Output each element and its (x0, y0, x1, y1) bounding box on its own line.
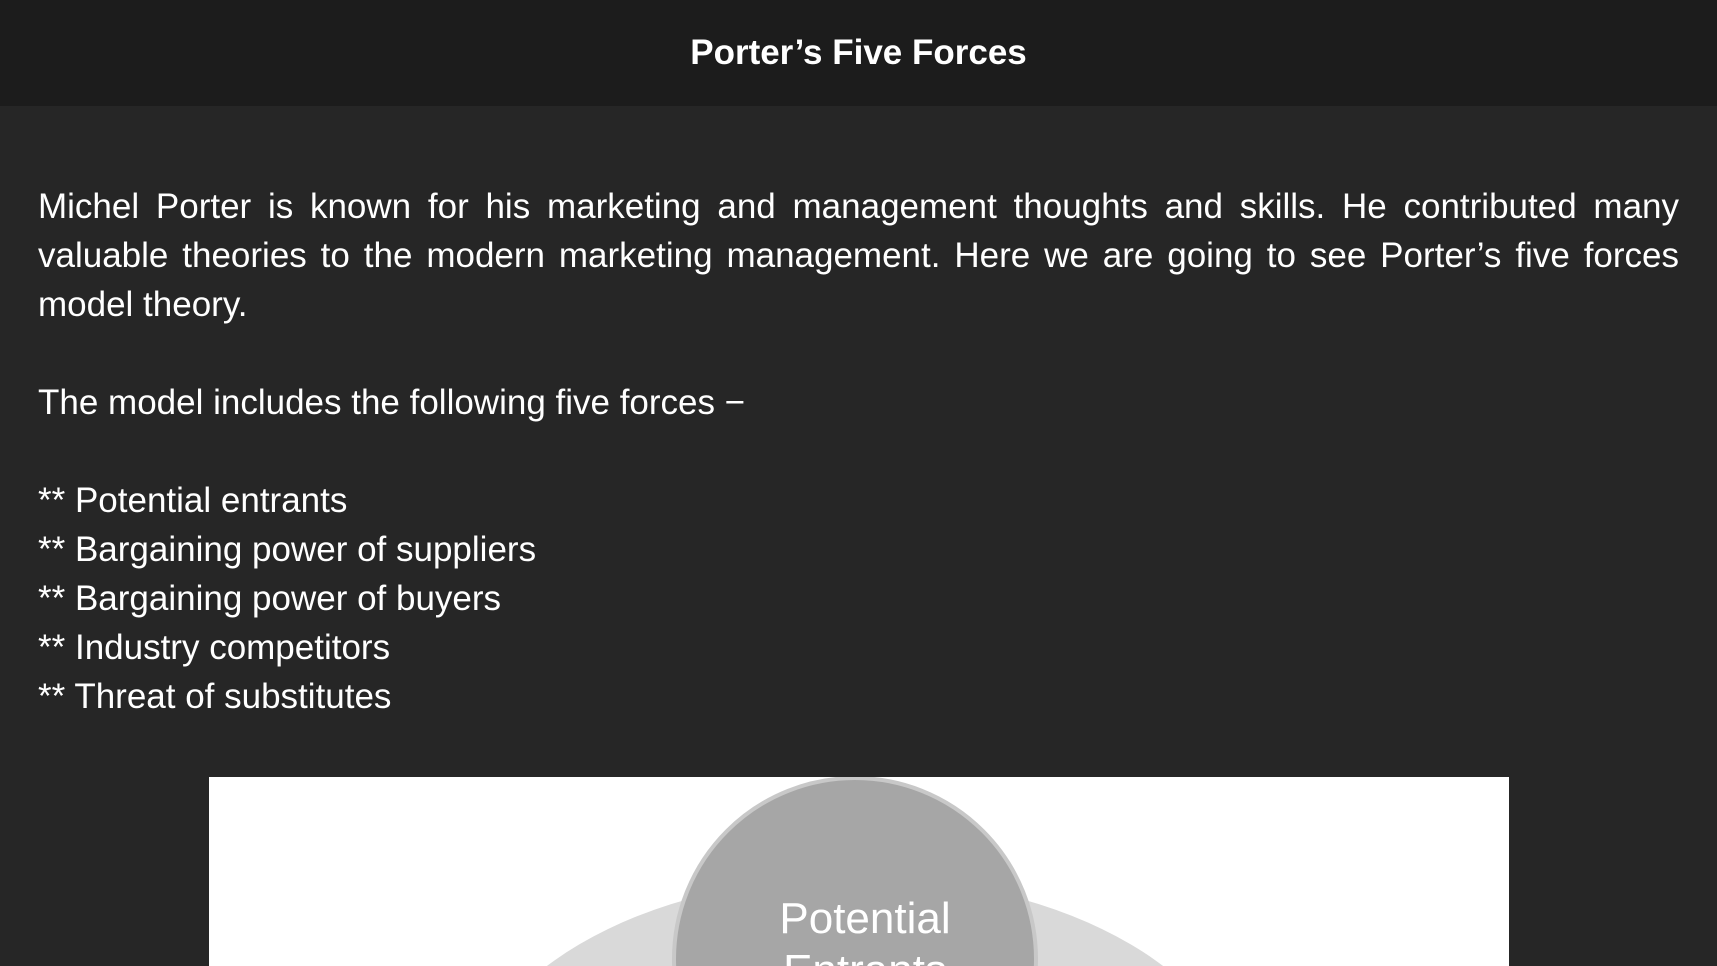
list-item: ** Threat of substitutes (38, 677, 392, 716)
diagram (546, 777, 1164, 966)
node-circle (672, 777, 1038, 966)
list-item: ** Potential entrants (38, 481, 348, 520)
page-title: Porter’s Five Forces (690, 33, 1027, 72)
list-item: ** Bargaining power of suppliers (38, 530, 537, 569)
header-bar: Porter’s Five Forces (0, 0, 1717, 106)
node-label: Potential Entrants (779, 894, 951, 966)
list-item: ** Industry competitors (38, 628, 391, 667)
diagram-image: Potential Entrants (209, 777, 1509, 966)
list-item: ** Bargaining power of buyers (38, 579, 502, 618)
article: Michel Porter is known for his marketing… (38, 182, 1679, 721)
forces-list: ** Potential entrants ** Bargaining powe… (38, 476, 1679, 721)
paragraph: Michel Porter is known for his marketing… (38, 187, 1679, 324)
paragraph: The model includes the following five fo… (38, 383, 746, 422)
